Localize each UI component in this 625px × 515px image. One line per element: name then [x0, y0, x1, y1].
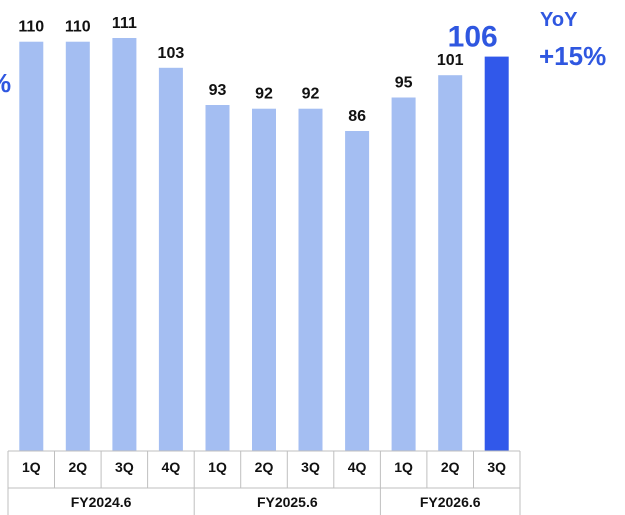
axis-group	[7, 450, 521, 515]
value-label-11: 106	[448, 21, 498, 54]
bar-3	[112, 38, 137, 451]
tick-label-11: 3Q	[487, 459, 506, 475]
bar-9	[391, 97, 416, 451]
bar-8	[345, 131, 370, 451]
year-labels-group: FY2024.6 FY2025.6 FY2026.6	[71, 494, 481, 510]
tick-label-1: 1Q	[22, 459, 41, 475]
bar-5	[205, 105, 230, 451]
value-label-2: 110	[65, 19, 91, 36]
bar-11	[484, 56, 509, 451]
tick-label-4: 4Q	[162, 459, 181, 475]
value-label-6: 92	[255, 86, 273, 103]
value-label-4: 103	[158, 45, 185, 62]
value-label-10: 101	[437, 52, 464, 69]
bar-2	[65, 41, 90, 451]
tick-label-2: 2Q	[68, 459, 87, 475]
tick-label-6: 2Q	[255, 459, 274, 475]
value-label-7: 92	[302, 86, 320, 103]
left-edge-fragment: %	[0, 68, 11, 98]
value-label-8: 86	[348, 108, 366, 125]
tick-label-7: 3Q	[301, 459, 320, 475]
bar-4	[158, 67, 183, 452]
group-label-1: FY2024.6	[71, 494, 132, 510]
tick-label-3: 3Q	[115, 459, 134, 475]
yoy-change-label: +15%	[539, 41, 606, 71]
tick-label-10: 2Q	[441, 459, 460, 475]
bar-6	[252, 108, 276, 451]
bar-10	[438, 75, 463, 451]
bar-7	[298, 108, 323, 451]
tick-labels-group: 1Q 2Q 3Q 4Q 1Q 2Q 3Q 4Q 1Q 2Q 3Q	[22, 459, 506, 475]
yoy-label: YoY	[540, 9, 578, 31]
value-label-3: 111	[112, 15, 137, 32]
value-label-5: 93	[209, 82, 227, 99]
tick-label-9: 1Q	[394, 459, 413, 475]
tick-label-8: 4Q	[348, 459, 367, 475]
group-label-3: FY2026.6	[420, 494, 481, 510]
value-label-1: 110	[18, 19, 44, 36]
value-label-9: 95	[395, 75, 413, 92]
bar-1	[19, 41, 44, 451]
bars-group	[19, 38, 509, 452]
tick-label-5: 1Q	[208, 459, 227, 475]
group-label-2: FY2025.6	[257, 494, 318, 510]
